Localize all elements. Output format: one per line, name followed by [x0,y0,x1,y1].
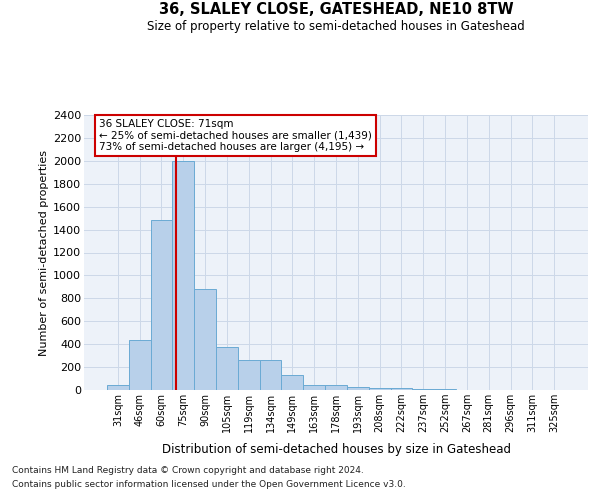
Text: 36, SLALEY CLOSE, GATESHEAD, NE10 8TW: 36, SLALEY CLOSE, GATESHEAD, NE10 8TW [158,2,514,18]
Text: Contains HM Land Registry data © Crown copyright and database right 2024.: Contains HM Land Registry data © Crown c… [12,466,364,475]
Bar [281,375,303,390]
Text: 36 SLALEY CLOSE: 71sqm
← 25% of semi-detached houses are smaller (1,439)
73% of : 36 SLALEY CLOSE: 71sqm ← 25% of semi-det… [99,119,372,152]
Text: Contains public sector information licensed under the Open Government Licence v3: Contains public sector information licen… [12,480,406,489]
Bar [107,385,129,390]
Bar [129,340,151,390]
Y-axis label: Number of semi-detached properties: Number of semi-detached properties [39,150,49,356]
Bar [260,360,281,390]
Bar [303,386,325,390]
Bar [172,161,194,390]
Bar [325,386,347,390]
Text: Distribution of semi-detached houses by size in Gateshead: Distribution of semi-detached houses by … [161,442,511,456]
Bar [151,220,172,390]
Bar [412,389,434,390]
Bar [369,388,391,390]
Bar [216,347,238,390]
Text: Size of property relative to semi-detached houses in Gateshead: Size of property relative to semi-detach… [147,20,525,33]
Bar [194,289,216,390]
Bar [391,388,412,390]
Bar [238,360,260,390]
Bar [347,386,369,390]
